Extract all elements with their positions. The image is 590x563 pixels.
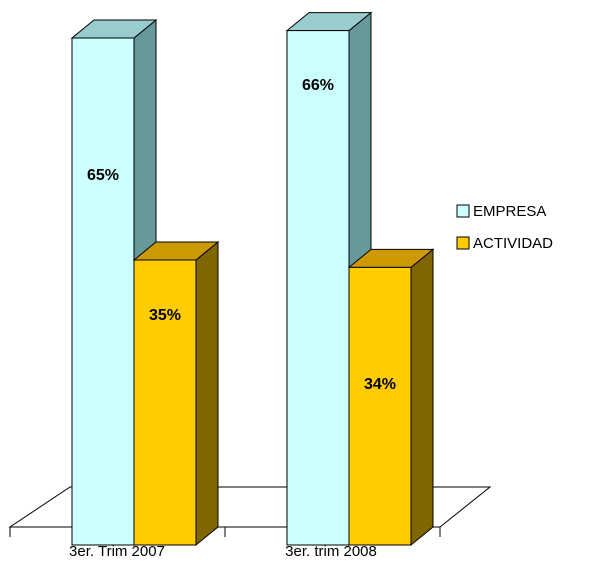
legend-swatch (456, 204, 470, 218)
x-tick-label: 3er. Trim 2007 (69, 543, 165, 560)
data-label: 34% (364, 376, 396, 393)
bar-front (286, 30, 350, 546)
bar (132, 240, 220, 547)
legend-label: EMPRESA (473, 203, 546, 220)
legend-label: ACTIVIDAD (473, 235, 553, 252)
bar-front (133, 259, 197, 546)
bar-front (71, 37, 135, 546)
data-label: 66% (302, 77, 334, 94)
bar (347, 248, 435, 547)
bar-side (410, 248, 434, 547)
bar-side (195, 240, 219, 547)
data-label: 35% (149, 307, 181, 324)
bar-front (348, 266, 412, 546)
legend-swatch (456, 236, 470, 250)
x-tick-label: 3er. trim 2008 (285, 543, 377, 560)
data-label: 65% (87, 167, 119, 184)
